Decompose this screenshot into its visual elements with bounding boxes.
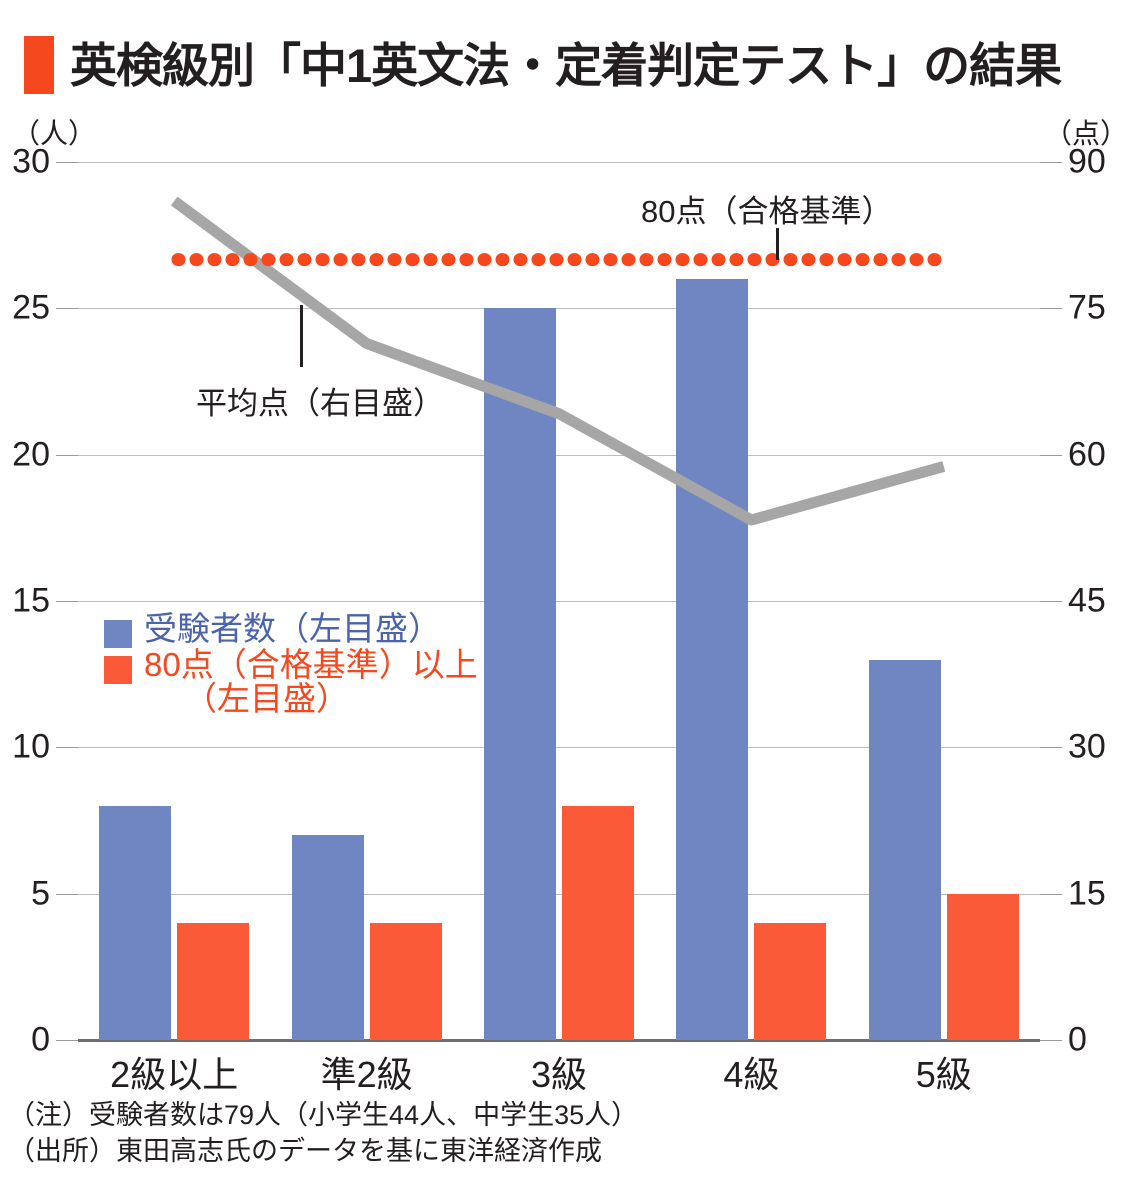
gridline-15 — [78, 601, 1040, 602]
footnotes: （注）受験者数は79人（小学生44人、中学生35人） （出所）東田高志氏のデータ… — [8, 1098, 638, 1169]
category-label-4: 5級 — [915, 1054, 972, 1095]
bar-applicants-3 — [676, 279, 749, 1040]
tick-left-15 — [56, 601, 78, 602]
bar-passers-3 — [754, 922, 827, 1040]
bar-passers-0 — [177, 922, 250, 1040]
threshold-annotation-leader — [776, 228, 779, 260]
tick-right-45 — [1040, 601, 1062, 602]
left-tick-label-25: 25 — [12, 288, 50, 327]
bar-series-container — [78, 162, 1040, 1040]
tick-right-30 — [1040, 747, 1062, 748]
bar-applicants-0 — [99, 805, 172, 1040]
tick-left-30 — [56, 162, 78, 163]
tick-right-0 — [1040, 1040, 1062, 1041]
tick-right-75 — [1040, 308, 1062, 309]
left-tick-label-0: 0 — [31, 1020, 50, 1059]
bar-applicants-2 — [484, 308, 556, 1040]
gridline-10 — [78, 747, 1040, 748]
legend-swatch-blue-icon — [104, 620, 132, 648]
left-axis-unit: （人） — [12, 118, 97, 149]
left-tick-label-15: 15 — [12, 581, 50, 620]
right-tick-label-90: 90 — [1068, 142, 1106, 181]
left-tick-label-5: 5 — [31, 874, 50, 913]
axis-baseline — [78, 1039, 1040, 1042]
title-marker-icon — [24, 36, 54, 94]
threshold-annotation-label: 80点（合格基準） — [641, 194, 893, 229]
tick-left-20 — [56, 455, 78, 456]
title-text: 英検級別「中1英文法・定着判定テスト」の結果 — [70, 38, 1062, 92]
footnote-note: （注）受験者数は79人（小学生44人、中学生35人） — [8, 1100, 639, 1130]
right-tick-label-60: 60 — [1068, 435, 1106, 474]
category-label-0: 2級以上 — [110, 1054, 239, 1095]
legend-label-passers: 80点（合格基準）以上 — [144, 646, 478, 683]
tick-left-0 — [56, 1040, 78, 1041]
right-tick-label-45: 45 — [1068, 581, 1106, 620]
bar-passers-4 — [946, 893, 1019, 1040]
bar-passers-2 — [562, 805, 634, 1040]
category-label-3: 4級 — [723, 1054, 780, 1095]
legend-swatch-orange-icon — [104, 656, 132, 684]
left-tick-label-30: 30 — [12, 142, 50, 181]
left-tick-label-10: 10 — [12, 727, 50, 766]
plot-area: 30 25 20 15 10 5 0 90 75 60 45 30 15 0 — [12, 143, 1106, 1059]
right-axis-unit: （点） — [1043, 118, 1128, 149]
bar-passers-1 — [369, 922, 442, 1040]
legend: 受験者数（左目盛） 80点（合格基準）以上 （左目盛） — [104, 610, 478, 718]
average-annotation-label: 平均点（右目盛） — [196, 386, 444, 421]
category-label-2: 3級 — [530, 1054, 588, 1095]
legend-item-passers: 80点（合格基準）以上 （左目盛） — [104, 646, 478, 718]
tick-left-5 — [56, 894, 78, 895]
tick-right-60 — [1040, 455, 1062, 456]
average-annotation-leader — [300, 305, 303, 367]
legend-item-applicants: 受験者数（左目盛） — [104, 610, 478, 648]
page-title: 英検級別「中1英文法・定着判定テスト」の結果 — [24, 36, 1062, 94]
left-tick-label-20: 20 — [12, 435, 50, 474]
right-tick-label-75: 75 — [1068, 288, 1106, 327]
category-label-1: 準2級 — [320, 1054, 413, 1095]
gridline-5 — [78, 894, 1040, 895]
right-tick-label-30: 30 — [1068, 727, 1106, 766]
legend-label-applicants: 受験者数（左目盛） — [144, 610, 441, 647]
right-tick-label-15: 15 — [1068, 874, 1106, 913]
tick-left-25 — [56, 308, 78, 309]
legend-label-passers-line2: （左目盛） — [184, 680, 349, 718]
tick-right-15 — [1040, 894, 1062, 895]
tick-right-90 — [1040, 162, 1062, 163]
tick-left-10 — [56, 747, 78, 748]
footnote-source: （出所）東田高志氏のデータを基に東洋経済作成 — [8, 1135, 602, 1166]
right-tick-label-0: 0 — [1068, 1020, 1087, 1059]
gridline-30 — [78, 162, 1040, 163]
bar-applicants-1 — [291, 835, 364, 1040]
bar-applicants-4 — [868, 659, 941, 1040]
